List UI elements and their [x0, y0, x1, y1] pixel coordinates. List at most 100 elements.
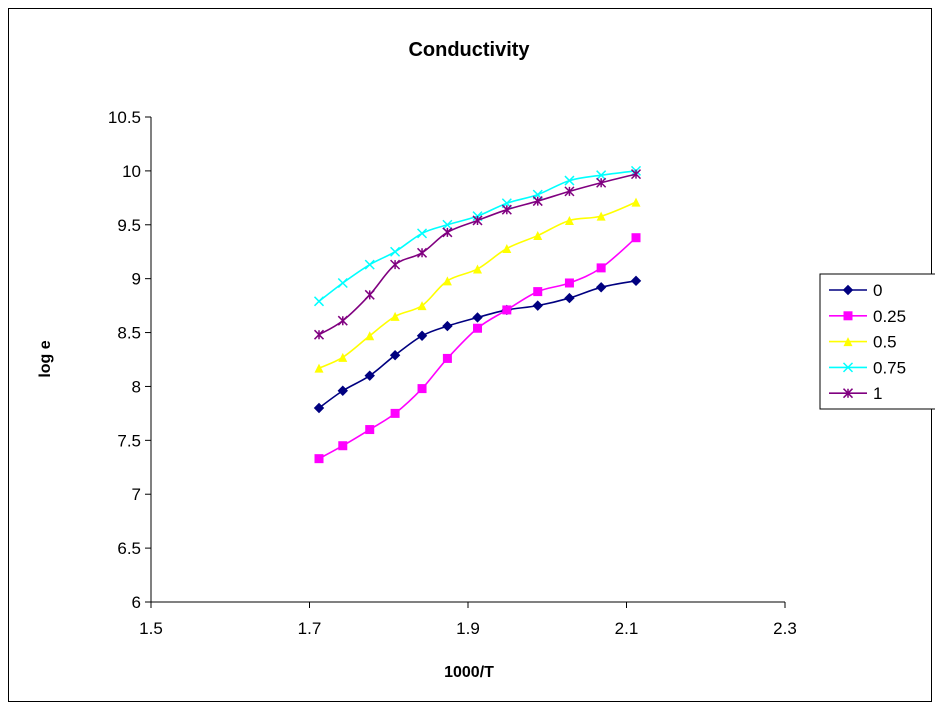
data-point — [564, 278, 574, 288]
legend-marker — [842, 284, 854, 296]
data-point — [417, 384, 427, 394]
data-point — [337, 315, 348, 326]
data-point — [364, 370, 375, 381]
y-axis-label: log e — [37, 340, 54, 377]
legend-marker — [842, 388, 854, 399]
plot-area — [313, 165, 642, 464]
legend-label: 0 — [873, 281, 882, 300]
data-point — [564, 175, 575, 186]
data-point — [502, 243, 512, 253]
data-point — [596, 170, 607, 181]
data-point — [364, 289, 375, 300]
series-line — [318, 280, 637, 409]
legend-item: 0.25 — [829, 307, 906, 326]
data-point — [338, 352, 348, 362]
series-0-75 — [313, 165, 642, 307]
data-point — [631, 197, 641, 207]
data-point — [631, 233, 641, 243]
data-point — [472, 312, 483, 323]
data-point — [389, 349, 401, 361]
series-0-5 — [314, 197, 641, 373]
data-point — [365, 425, 375, 435]
data-point — [313, 329, 325, 340]
data-point — [630, 169, 642, 180]
data-point — [313, 402, 325, 414]
series-line — [318, 201, 637, 369]
data-point — [595, 282, 607, 293]
y-tick-label: 9.5 — [117, 216, 141, 235]
legend-label: 0.25 — [873, 307, 906, 326]
data-point — [532, 300, 543, 311]
data-point — [532, 196, 543, 207]
y-tick-label: 6 — [132, 593, 141, 612]
data-point — [564, 186, 575, 197]
legend-item: 0 — [829, 281, 882, 300]
y-tick-label: 10 — [122, 162, 141, 181]
data-point — [390, 408, 400, 418]
data-point — [417, 247, 428, 258]
data-point — [533, 287, 543, 297]
legend-item: 0.75 — [829, 358, 906, 377]
data-point — [337, 385, 348, 396]
data-point — [502, 305, 512, 315]
x-tick-label: 1.9 — [456, 619, 480, 638]
y-tick-label: 9 — [132, 270, 141, 289]
data-point — [564, 215, 574, 225]
legend-label: 0.75 — [873, 358, 906, 377]
legend-label: 1 — [873, 384, 882, 403]
data-point — [473, 264, 483, 274]
data-point — [501, 204, 512, 215]
data-point — [313, 296, 325, 307]
legend-marker — [842, 362, 854, 373]
data-point — [364, 259, 375, 270]
y-tick-label: 10.5 — [108, 108, 141, 127]
x-tick-label: 1.7 — [298, 619, 322, 638]
series-0-25 — [314, 233, 641, 464]
x-tick-label: 1.5 — [139, 619, 163, 638]
data-point — [416, 330, 428, 341]
legend-marker — [843, 311, 853, 321]
data-point — [442, 227, 453, 238]
legend: 0 0.25 0.5 0.75 1 — [819, 273, 935, 410]
data-point — [442, 276, 452, 286]
data-point — [473, 323, 483, 333]
legend-label: 0.5 — [873, 333, 897, 352]
data-point — [630, 275, 642, 287]
data-point — [314, 454, 324, 464]
legend-item: 1 — [829, 384, 882, 403]
data-point — [596, 263, 606, 273]
data-point — [472, 215, 483, 226]
x-tick-label: 2.3 — [773, 619, 797, 638]
data-point — [596, 177, 607, 188]
x-axis-label: 1000/T — [444, 664, 494, 681]
axes: 6 6.5 7 7.5 8 8.5 9 9.5 10 10.5 1.5 1.7 1.9 2.1 2.3 — [108, 108, 797, 638]
y-tick-label: 7 — [132, 485, 141, 504]
legend-item: 0.5 — [829, 333, 897, 352]
series-line — [318, 173, 637, 336]
data-point — [338, 441, 348, 451]
data-point — [533, 231, 543, 241]
data-point — [417, 301, 427, 311]
y-tick-label: 8 — [132, 377, 141, 396]
y-tick-label: 6.5 — [117, 539, 141, 558]
series-line — [318, 170, 637, 302]
data-point — [337, 277, 348, 289]
data-point — [442, 219, 453, 230]
data-point — [365, 331, 375, 341]
x-tick-label: 2.1 — [615, 619, 639, 638]
legend-marker — [843, 337, 853, 347]
y-tick-label: 7.5 — [117, 431, 141, 450]
data-point — [564, 292, 575, 304]
y-tick-label: 8.5 — [117, 324, 141, 343]
data-point — [390, 311, 400, 321]
series-0 — [313, 275, 642, 414]
data-point — [442, 353, 452, 363]
data-point — [390, 259, 401, 270]
data-point — [417, 228, 428, 239]
series-1 — [313, 169, 642, 340]
data-point — [314, 363, 324, 373]
data-point — [390, 246, 401, 257]
data-point — [442, 320, 453, 332]
data-point — [596, 211, 606, 221]
